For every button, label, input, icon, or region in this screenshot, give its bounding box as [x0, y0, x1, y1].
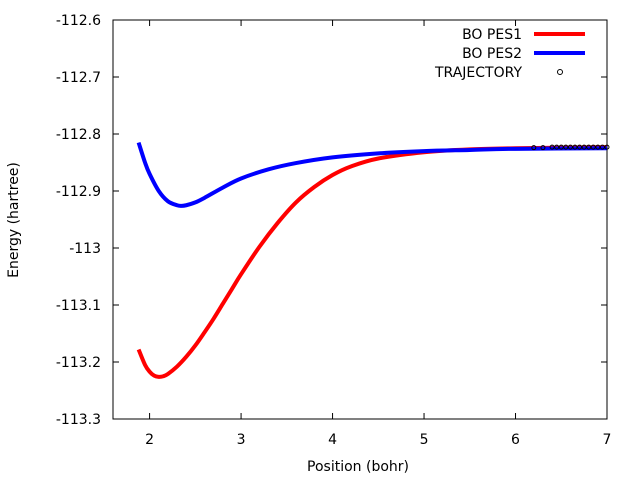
y-tick-label: -113.1	[56, 298, 101, 314]
legend-label: BO PES1	[462, 27, 522, 43]
series-line-bo-pes1	[136, 145, 607, 379]
trajectory-point	[581, 144, 587, 150]
trajectory-point	[595, 144, 601, 150]
series-layer	[136, 141, 610, 379]
y-tick-label: -112.8	[56, 127, 101, 143]
trajectory-point	[586, 144, 592, 150]
x-tick-label: 5	[420, 432, 429, 448]
y-axis-ticks: -113.3 -113.2 -113.1 -113 -112.9 -112.8 -112.7…	[56, 13, 607, 428]
legend: BO PES1 BO PES2 TRAJECTORY	[434, 27, 585, 81]
x-tick-label: 7	[603, 432, 612, 448]
trajectory-point	[549, 144, 555, 150]
trajectory-point	[531, 145, 537, 151]
y-tick-label: -112.9	[56, 184, 101, 200]
legend-label: TRAJECTORY	[434, 65, 522, 81]
x-tick-label: 6	[511, 432, 520, 448]
y-tick-label: -112.7	[56, 70, 101, 86]
x-axis-label: Position (bohr)	[307, 459, 409, 475]
y-axis-label: Energy (hartree)	[6, 162, 22, 278]
x-tick-label: 3	[237, 432, 246, 448]
trajectory-point	[563, 144, 569, 150]
y-tick-label: -112.6	[56, 13, 101, 29]
trajectory-point	[577, 144, 583, 150]
series-line-bo-pes2	[136, 141, 607, 208]
trajectory-point	[554, 144, 560, 150]
legend-swatch	[557, 69, 563, 75]
x-tick-label: 4	[328, 432, 337, 448]
x-tick-label: 2	[145, 432, 154, 448]
y-tick-label: -113.2	[56, 355, 101, 371]
legend-label: BO PES2	[462, 46, 522, 62]
trajectory-point	[540, 145, 546, 151]
trajectory-point	[558, 144, 564, 150]
y-tick-label: -113.3	[56, 412, 101, 428]
x-axis-ticks: 2 3 4 5 6 7	[145, 20, 611, 448]
trajectory-point	[590, 144, 596, 150]
trajectory-point	[599, 144, 605, 150]
trajectory-point	[572, 144, 578, 150]
trajectory-point	[567, 144, 573, 150]
trajectory-point	[604, 144, 610, 150]
plot-area	[112, 19, 608, 420]
y-tick-label: -113	[69, 241, 101, 257]
